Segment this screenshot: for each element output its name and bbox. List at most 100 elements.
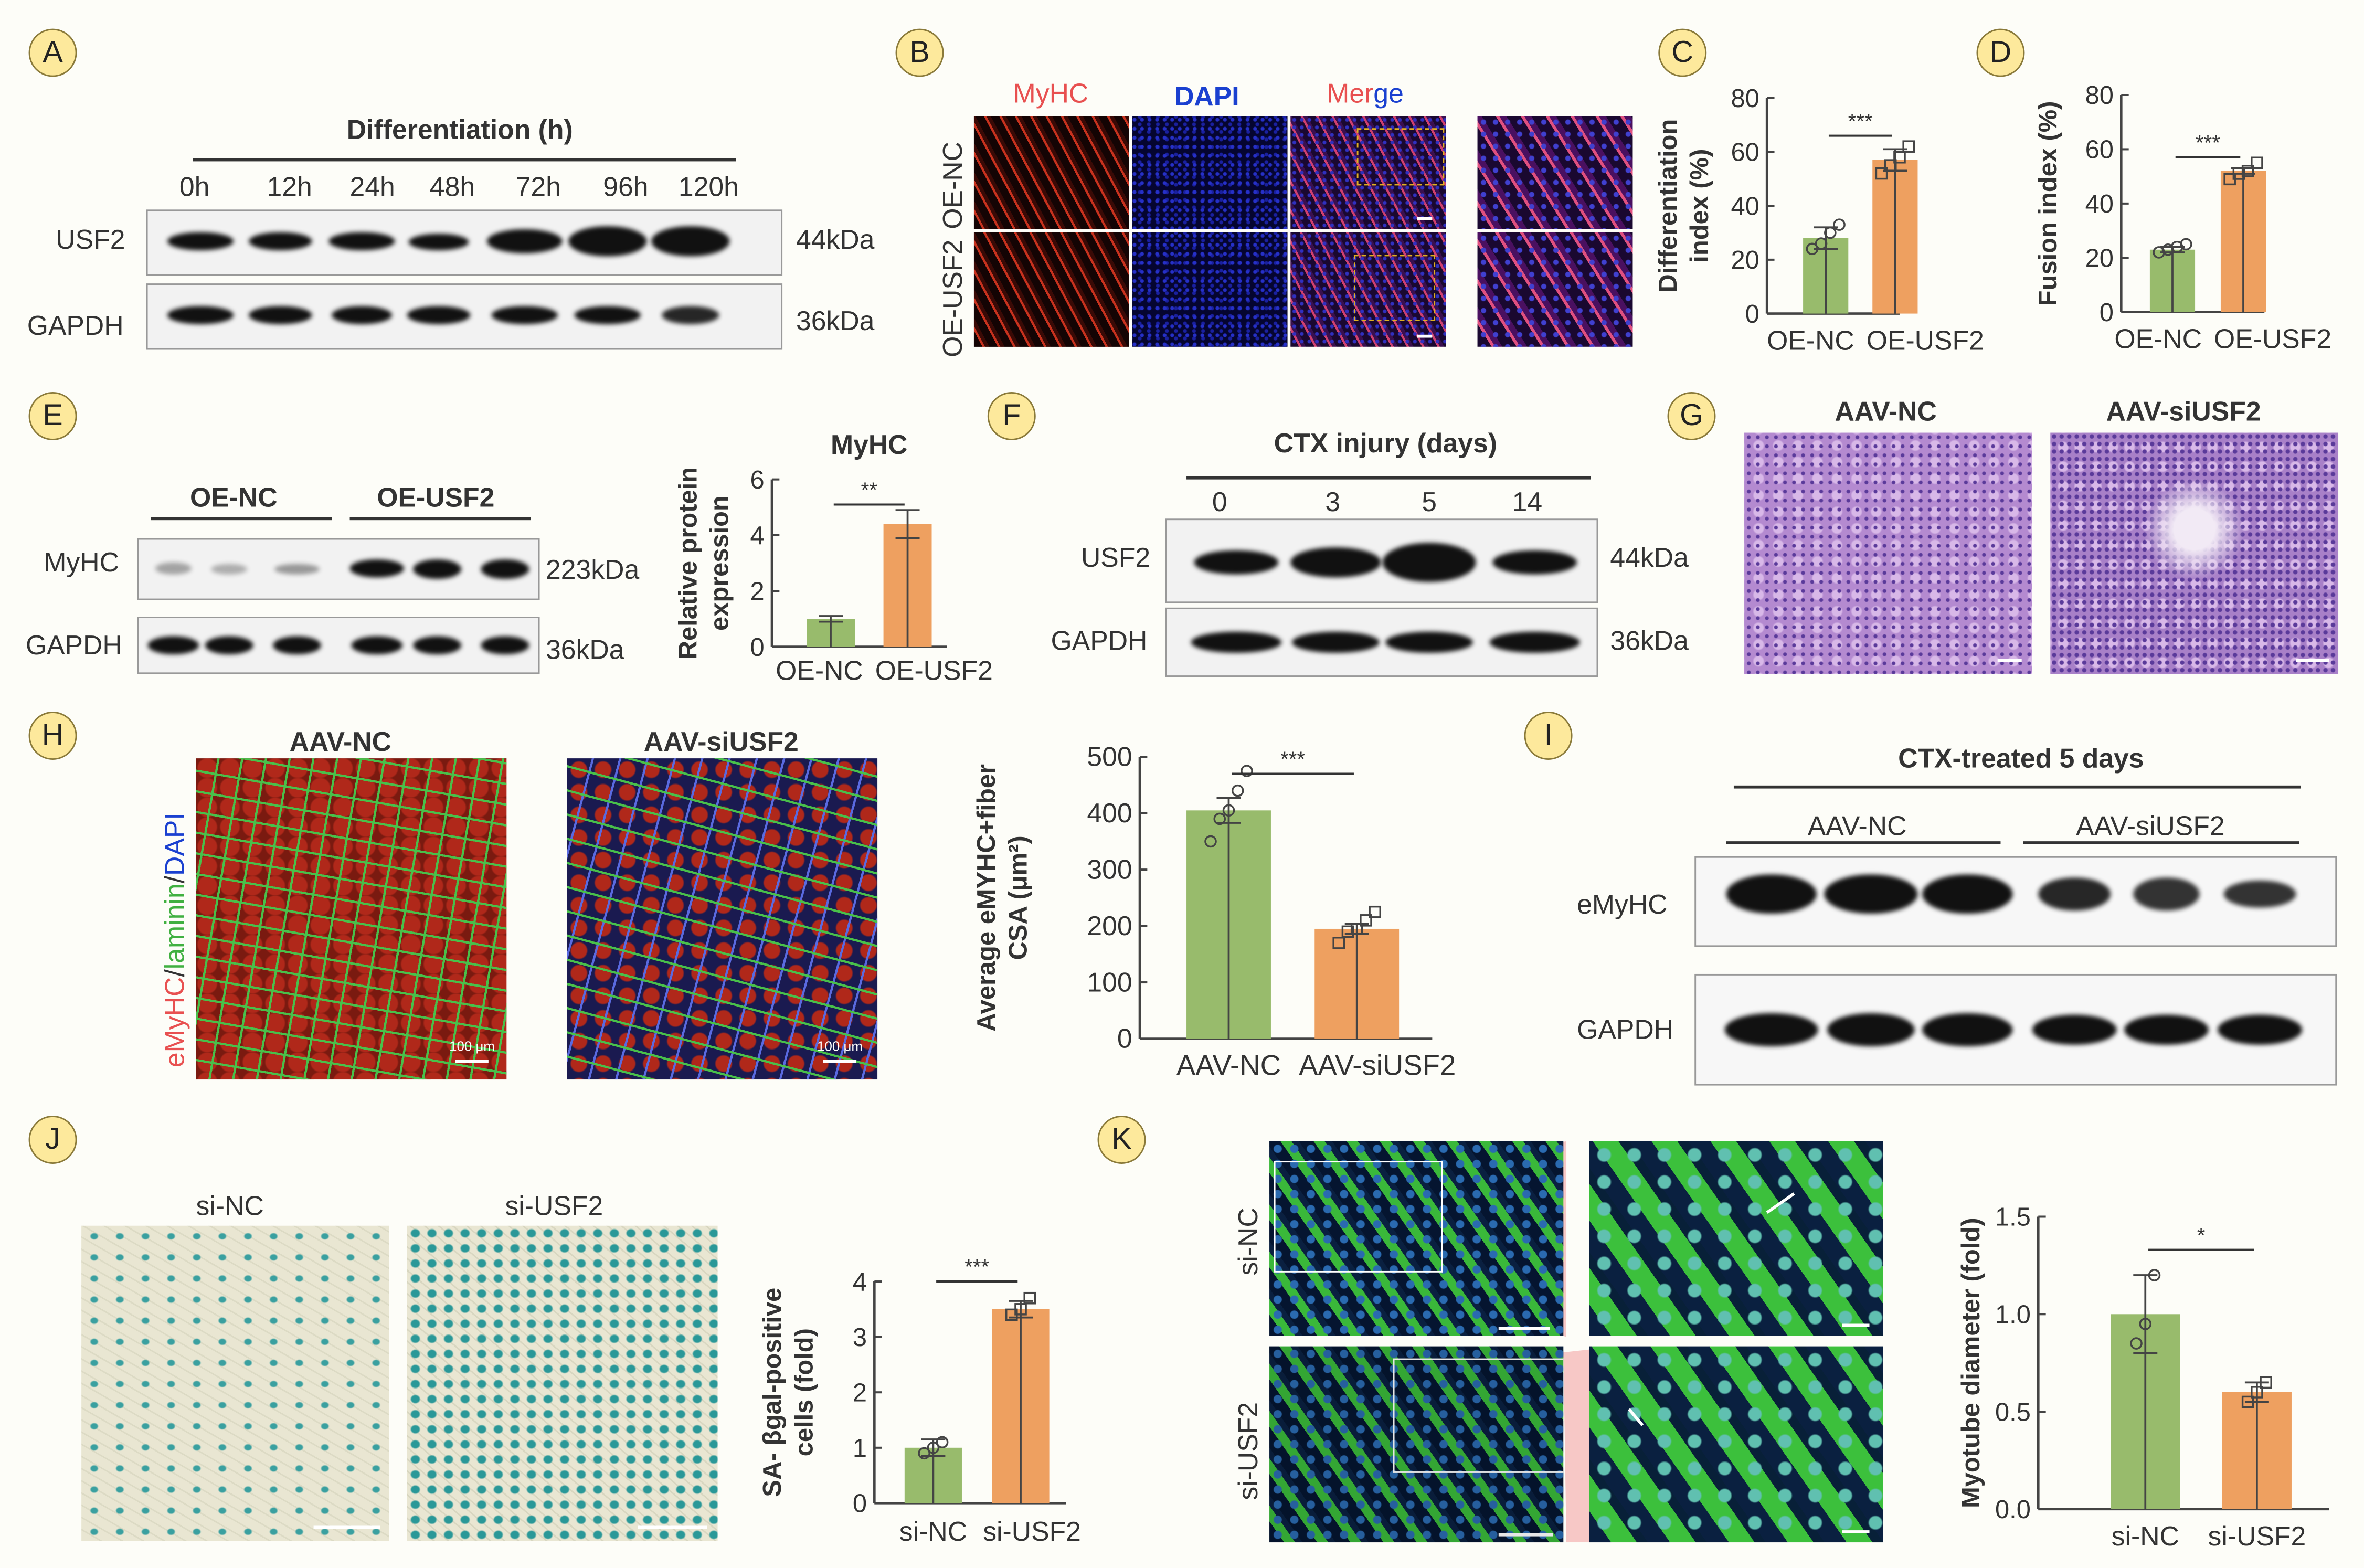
blot-band (1385, 631, 1473, 653)
blot-band (274, 563, 320, 574)
row-label: USF2 (56, 225, 125, 255)
blot-band (211, 563, 248, 574)
data-point (1023, 1291, 1036, 1305)
row-label: GAPDH (1051, 626, 1148, 656)
data-point (1902, 140, 1915, 153)
y-axis-label: expression (706, 495, 734, 631)
panel-label-f: F (987, 391, 1036, 440)
y-tick-label: 2 (750, 577, 764, 606)
significance-stars: * (2197, 1223, 2206, 1247)
scale-bar-label: 100 μm (449, 1039, 495, 1054)
x-tick-label: OE-USF2 (2214, 324, 2331, 354)
x-tick-label: AAV-siUSF2 (1299, 1049, 1456, 1081)
western-blot-gapdh (1165, 607, 1598, 677)
blot-band (1292, 631, 1380, 653)
y-axis-label: Myotube diameter (fold) (1957, 1217, 1985, 1508)
divider (193, 158, 736, 161)
channel-merge: Merge (1327, 78, 1404, 110)
data-point (1893, 151, 1906, 164)
blot-band (1492, 550, 1577, 575)
lane-label: 3 (1325, 486, 1341, 517)
data-point (2232, 167, 2245, 180)
data-point (1231, 784, 1244, 797)
row-label: USF2 (1080, 543, 1151, 573)
y-tick-label: 60 (2085, 136, 2114, 164)
data-point (1360, 914, 1372, 927)
mw-label: 44kDa (796, 225, 875, 255)
micrograph-merge (1290, 116, 1446, 229)
blot-band (2038, 877, 2111, 911)
myotube-zoom-image (1589, 1141, 1883, 1336)
mw-label: 36kDa (1610, 626, 1689, 656)
micrograph-zoom (1477, 232, 1633, 347)
sa-beta-gal-stain-image (81, 1225, 389, 1541)
blot-band (408, 232, 469, 250)
blot-band (147, 636, 199, 654)
y-axis-label: Fusion index (%) (2034, 101, 2062, 306)
blot-band (328, 232, 395, 250)
blot-band (407, 306, 471, 324)
x-tick-label: OE-NC (776, 655, 863, 686)
lane-label: 0 (1212, 486, 1227, 517)
blot-band (486, 229, 563, 253)
significance-stars: *** (1848, 109, 1873, 133)
group-label: AAV-NC (1807, 811, 1907, 842)
data-point (2148, 1269, 2161, 1281)
y-tick-label: 80 (2085, 81, 2114, 110)
row-label: GAPDH (1577, 1014, 1674, 1045)
panel-label-b: B (895, 28, 944, 77)
y-tick-label: 0 (853, 1490, 867, 1518)
blot-f-title: CTX injury (days) (1274, 428, 1497, 459)
blot-band (2223, 880, 2296, 908)
myotube-zoom-image (1589, 1346, 1883, 1543)
blot-band (332, 306, 392, 324)
row-label: GAPDH (25, 630, 122, 661)
y-tick-label: 200 (1087, 910, 1132, 941)
blot-band (2032, 1014, 2117, 1045)
data-point (1815, 237, 1828, 250)
blot-band (155, 562, 192, 575)
data-point (2260, 1376, 2272, 1389)
x-tick-label: OE-USF2 (1867, 325, 1984, 356)
data-point (918, 1447, 930, 1460)
blot-band (2124, 1014, 2209, 1045)
y-tick-label: 500 (1087, 741, 1132, 771)
blot-band (167, 306, 234, 324)
scale-bar-label: 100 μm (817, 1039, 863, 1054)
y-tick-label: 0.5 (1995, 1398, 2031, 1426)
group-label: AAV-NC (289, 726, 392, 757)
divider (1186, 476, 1591, 479)
group-label: si-USF2 (505, 1191, 603, 1222)
lane-label: 120h (678, 172, 739, 202)
y-tick-label: 40 (2085, 190, 2114, 218)
data-point (1014, 1303, 1027, 1316)
sa-beta-gal-stain-image (407, 1225, 718, 1541)
channel-myhc: MyHC (1013, 78, 1089, 109)
blot-band (167, 232, 234, 250)
group-label: AAV-siUSF2 (643, 726, 799, 757)
myotube-image (1269, 1346, 1564, 1543)
y-tick-label: 400 (1087, 798, 1132, 828)
x-tick-label: si-USF2 (2208, 1521, 2306, 1551)
x-tick-label: OE-NC (2114, 324, 2202, 354)
y-axis-label: SA- βgal-positive (758, 1288, 787, 1497)
y-tick-label: 1 (853, 1434, 867, 1463)
blot-band (574, 306, 641, 324)
blot-band (481, 558, 529, 578)
y-axis-label: Differentiation (1654, 119, 1682, 293)
lane-label: 72h (515, 172, 561, 202)
y-tick-label: 80 (1731, 84, 1759, 113)
myotube-image (1269, 1141, 1564, 1336)
blot-i-title: CTX-treated 5 days (1898, 743, 2144, 774)
western-blot-myhc (137, 538, 540, 600)
data-point (2139, 1318, 2152, 1330)
blot-band (1290, 547, 1381, 578)
divider (1733, 785, 2301, 788)
data-point (2241, 165, 2254, 177)
y-axis-label: Relative protein (674, 467, 702, 659)
blot-band (2218, 1014, 2303, 1045)
mw-label: 223kDa (546, 555, 640, 585)
data-point (1824, 226, 1837, 239)
